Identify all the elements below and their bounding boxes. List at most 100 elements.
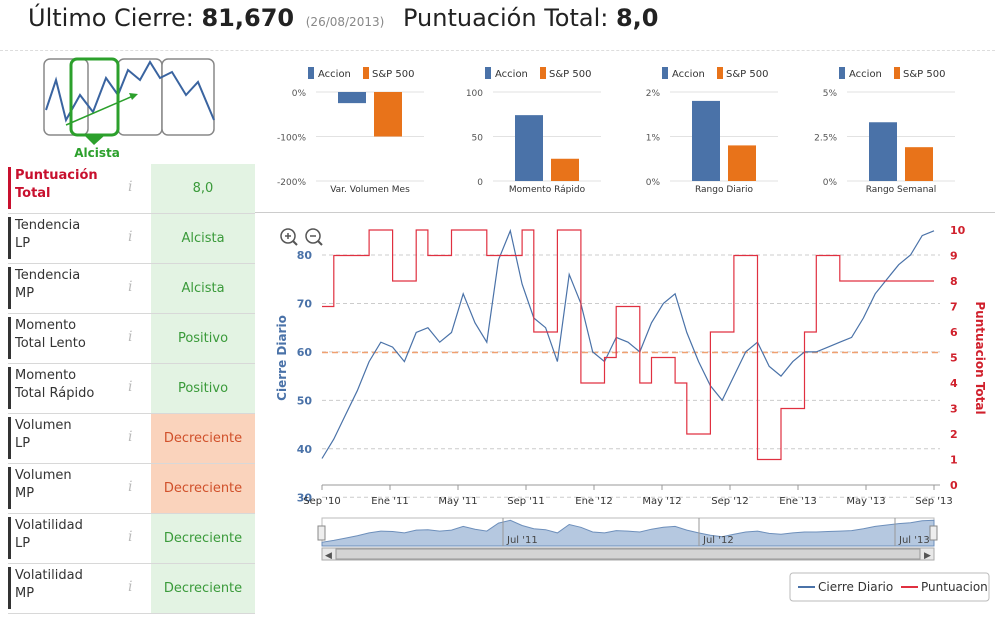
indicator-value: Positivo [151,364,255,413]
navigator-tick-label: Jul '13 [898,535,930,546]
x-tick-label: Ene '12 [575,496,612,507]
indicator-label-line2: Total Lento [15,336,86,351]
main-chart: 80 70 60 50 40 30 10 9 8 7 6 5 4 3 2 1 0 Cierre Diario Pun… [270,218,995,615]
legend-close-label[interactable]: Cierre Diario [818,580,893,594]
bar-chart-title: Momento Rápido [509,185,586,195]
info-icon[interactable]: i [128,279,133,295]
tick-label: -200% [277,178,306,188]
y-tick-label: 70 [297,297,313,310]
y-tick-label: 50 [297,394,313,407]
legend-swatch-accion [662,67,668,79]
y2-tick-label: 9 [950,250,958,263]
indicator-value: 8,0 [151,164,255,213]
tick-label: 50 [472,134,484,144]
legend-accion: Accion [672,69,705,80]
indicator-label: Volumen MP [8,467,140,509]
indicator-label-line1: Volatilidad [15,568,83,583]
last-close-value: 81,670 [201,4,295,32]
x-tick-label: Sep '10 [303,496,341,507]
indicator-value: Decreciente [151,464,255,513]
indicator-label-line1: Volatilidad [15,518,83,533]
legend-sp500: S&P 500 [903,69,945,80]
x-tick-label: Ene '13 [779,496,816,507]
y2-tick-label: 0 [950,479,958,492]
indicator-label-line1: Momento [15,368,77,383]
indicator-value: Decreciente [151,414,255,463]
info-icon[interactable]: i [128,329,133,345]
legend-sp500: S&P 500 [549,69,591,80]
legend-swatch-accion [839,67,845,79]
bar-chart-title: Var. Volumen Mes [330,185,410,195]
series-close [321,228,935,459]
header: Último Cierre: 81,670 (26/08/2013) Puntu… [0,0,995,51]
bar-sp500 [374,92,402,137]
info-icon[interactable]: i [128,579,133,595]
info-icon[interactable]: i [128,229,133,245]
bar-chart-title: Rango Diario [695,185,754,195]
indicator-label-line2: Total [15,186,51,201]
navigator-tick-label: Jul '12 [702,535,734,546]
indicator-label: Volumen LP [8,417,140,459]
bar-chart: Accion S&P 500 0% -100% -200% Var. Volumen Me… [277,67,424,195]
y-tick-label: 40 [297,443,313,456]
legend-swatch-accion [485,67,491,79]
indicator-label-line1: Momento [15,318,77,333]
bar-sp500 [551,158,579,181]
y2-tick-label: 2 [950,428,958,441]
bar-chart: Accion S&P 500 100 50 0 Momento Rápido [466,67,601,195]
indicator-value: Alcista [151,264,255,313]
indicator-label: Puntuación Total [8,167,140,209]
info-icon[interactable]: i [128,529,133,545]
indicator-label: Volatilidad MP [8,567,140,609]
legend-sp500: S&P 500 [372,69,414,80]
indicator-label-line2: MP [15,586,35,601]
navigator-handle-left[interactable] [317,525,326,541]
tick-label: 5% [823,89,838,99]
indicator-label-line2: LP [15,236,31,251]
series-score [322,229,934,461]
tick-label: 2% [646,89,661,99]
y-axis-label: Cierre Diario [275,315,289,401]
legend-score-label[interactable]: Puntuacion [921,580,988,594]
scrollbar-thumb[interactable] [335,548,921,560]
y-tick-label: 80 [297,249,313,262]
tick-label: -100% [277,134,306,144]
last-close: Último Cierre: 81,670 (26/08/2013) [28,4,384,32]
info-icon[interactable]: i [128,379,133,395]
zoom-out-icon[interactable] [305,228,323,246]
info-icon[interactable]: i [128,429,133,445]
info-icon[interactable]: i [128,179,133,195]
x-tick-label: Ene '11 [371,496,408,507]
scroll-left-icon[interactable]: ◀ [325,551,332,561]
tick-label: 100 [466,89,483,99]
x-tick-label: May '11 [438,496,477,507]
y2-tick-label: 10 [950,224,966,237]
tick-label: 1% [646,134,661,144]
navigator-handle-right[interactable] [929,525,938,541]
indicator-label-line1: Puntuación [15,168,98,183]
legend-swatch-sp500 [894,67,900,79]
navigator-series [321,519,935,547]
indicator-value: Decreciente [151,564,255,613]
indicator-value: Positivo [151,314,255,363]
indicator-row: Tendencia LP i Alcista [8,214,255,264]
total-score-value: 8,0 [615,4,659,32]
info-icon[interactable]: i [128,479,133,495]
tick-label: 0 [477,178,483,188]
section-divider [255,212,995,213]
indicator-label-line1: Tendencia [15,268,81,283]
indicator-row: Puntuación Total i 8,0 [8,164,255,214]
trend-icon: Alcista [43,57,215,160]
trend-graphic: Alcista [8,50,255,164]
indicator-label: Tendencia LP [8,217,140,259]
comparison-bar-charts: Accion S&P 500 0% -100% -200% Var. Volumen Me… [270,55,995,210]
indicator-label-line1: Tendencia [15,218,81,233]
x-tick-label: Sep '12 [711,496,749,507]
legend-swatch-sp500 [540,67,546,79]
y2-tick-label: 3 [950,403,958,416]
zoom-in-icon[interactable] [280,228,298,246]
tick-label: 0% [292,89,307,99]
indicator-label-line2: Total Rápido [15,386,95,401]
scroll-right-icon[interactable]: ▶ [924,551,931,561]
